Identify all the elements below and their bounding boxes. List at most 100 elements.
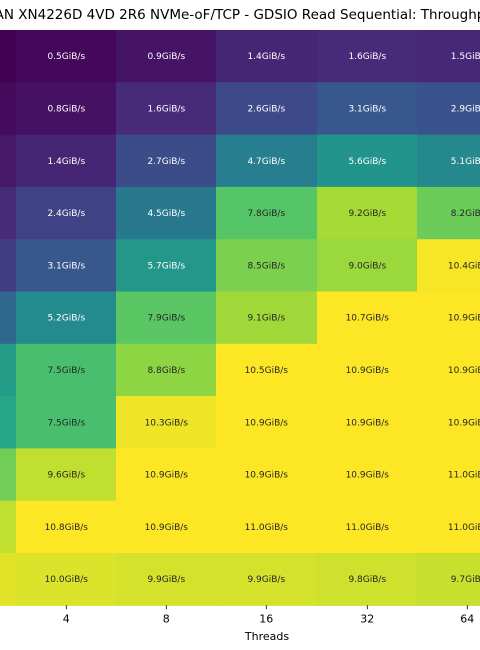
cell-value-label: 8.5GiB/s [247,261,285,271]
heatmap-cells: 0.5GiB/s 0.9GiB/s 1.4GiB/s 1.6GiB/s 1.5GiB/0… [0,30,480,606]
cell-value-label: 1.6GiB/s [147,104,185,114]
cell-value-label: 9.9GiB/s [247,575,285,585]
heatmap-cell [116,186,218,240]
cell-value-label: 7.9GiB/s [147,314,185,324]
heatmap-cell [116,448,218,502]
cell-value-label: 0.5GiB/s [47,52,85,62]
heatmap-cell [216,186,318,240]
cell-value-label: 1.6GiB/s [348,52,386,62]
cell-value-label: 9.6GiB/s [47,471,85,481]
heatmap-cell [0,448,18,502]
heatmap-cell [317,291,419,345]
heatmap-cell [317,448,419,502]
cell-value-label: 10.9GiB/s [245,471,289,481]
cell-value-label: 4.5GiB/s [147,209,185,219]
heatmap-cell [417,239,480,293]
cell-value-label: 3.1GiB/s [47,261,85,271]
heatmap-cell [116,291,218,345]
heatmap-cell [317,500,419,554]
cell-value-label: 10.8GiB/s [45,523,89,533]
heatmap-cell [116,239,218,293]
cell-value-label: 11.0GiB/s [346,523,390,533]
heatmap-cell [216,553,318,606]
heatmap-cell [16,134,118,188]
cell-value-label: 10.3GiB/s [145,418,189,428]
heatmap-cell [16,82,118,136]
cell-value-label: 10.9GiB/ [448,314,480,324]
cell-value-label: 10.9GiB/s [245,418,289,428]
cell-value-label: 10.0GiB/s [45,575,89,585]
x-tick-label: 8 [163,612,170,625]
cell-value-label: 0.9GiB/s [147,52,185,62]
heatmap-cell [317,134,419,188]
heatmap-cell [216,82,318,136]
cell-value-label: 10.7GiB/s [346,314,390,324]
heatmap-cell [16,30,118,83]
cell-value-label: 10.9GiB/s [346,418,390,428]
cell-value-label: 10.5GiB/s [245,366,289,376]
cell-value-label: 8.2GiB/ [451,209,480,219]
heatmap-cell [417,396,480,449]
heatmap-cell [216,500,318,554]
heatmap-cell [317,239,419,293]
heatmap-cell [317,82,419,136]
cell-value-label: 10.4GiB/ [448,261,480,271]
heatmap-cell [16,291,118,345]
cell-value-label: 2.9GiB/ [451,104,480,114]
x-tick-label: 64 [460,612,474,625]
cell-value-label: 1.4GiB/s [47,157,85,167]
heatmap-cell [116,82,218,136]
heatmap-cell [0,134,18,188]
cell-value-label: 10.9GiB/s [346,471,390,481]
heatmap-cell [216,30,318,83]
heatmap-cell [417,82,480,136]
x-tick-label: 4 [63,612,70,625]
x-tick-label: 32 [360,612,374,625]
heatmap-cell [16,186,118,240]
heatmap-cell [116,134,218,188]
x-axis-ticks: 4 8 16 32 64 [63,605,474,625]
cell-value-label: 3.1GiB/s [348,104,386,114]
heatmap-cell [116,30,218,83]
x-axis-label: Threads [244,630,289,643]
cell-value-label: 11.0GiB/ [448,471,480,481]
heatmap-cell [216,396,318,449]
cell-value-label: 1.4GiB/s [247,52,285,62]
cell-value-label: 9.7GiB/ [451,575,480,585]
cell-value-label: 11.0GiB/ [448,523,480,533]
heatmap-cell [16,448,118,502]
heatmap-cell [0,396,18,449]
heatmap-cell [317,30,419,83]
cell-value-label: 9.2GiB/s [348,209,386,219]
heatmap-cell [216,239,318,293]
heatmap-cell [116,396,218,449]
heatmap-cell [216,291,318,345]
heatmap-cell [317,396,419,449]
cell-value-label: 5.7GiB/s [147,261,185,271]
cell-value-label: 4.7GiB/s [247,157,285,167]
heatmap-cell [417,134,480,188]
heatmap-cell [16,500,118,554]
heatmap-cell [317,343,419,397]
cell-value-label: 11.0GiB/s [245,523,289,533]
heatmap-cell [16,553,118,606]
cell-value-label: 9.9GiB/s [147,575,185,585]
cell-value-label: 5.6GiB/s [348,157,386,167]
heatmap-cell [116,500,218,554]
heatmap-cell [216,448,318,502]
cell-value-label: 0.8GiB/s [47,104,85,114]
chart-title: AN XN4226D 4VD 2R6 NVMe-oF/TCP - GDSIO R… [0,7,480,23]
heatmap-cell [0,239,18,293]
heatmap-cell [317,186,419,240]
cell-value-label: 9.8GiB/s [348,575,386,585]
cell-value-label: 7.8GiB/s [247,209,285,219]
heatmap-cell [317,553,419,606]
heatmap-cell [417,553,480,606]
heatmap-cell [417,291,480,345]
cell-value-label: 10.9GiB/s [346,366,390,376]
heatmap-cell [417,448,480,502]
cell-value-label: 7.5GiB/s [47,366,85,376]
heatmap-cell [116,553,218,606]
heatmap-cell [0,553,18,606]
